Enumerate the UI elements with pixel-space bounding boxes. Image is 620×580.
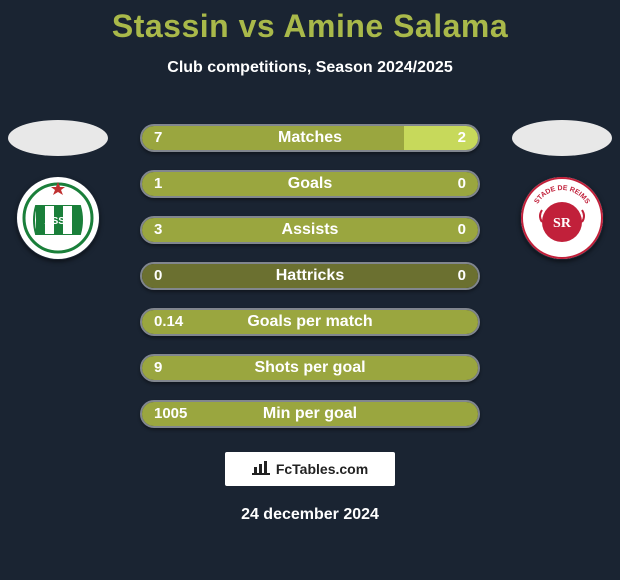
stat-bar: 72Matches — [140, 124, 480, 152]
player-left-column: ASSE — [8, 120, 108, 260]
stat-row: 10Goals — [140, 170, 480, 198]
stat-bar: 0.14Goals per match — [140, 308, 480, 336]
attribution-text: FcTables.com — [276, 461, 368, 477]
stat-label: Matches — [142, 126, 478, 150]
stat-row: 9Shots per goal — [140, 354, 480, 382]
svg-text:ASSE: ASSE — [44, 216, 72, 227]
stat-bar: 10Goals — [140, 170, 480, 198]
stat-row: 0.14Goals per match — [140, 308, 480, 336]
attribution-badge: FcTables.com — [225, 452, 395, 486]
date-label: 24 december 2024 — [0, 506, 620, 524]
stat-bar: 30Assists — [140, 216, 480, 244]
player-right-column: STADE DE REIMS SR — [512, 120, 612, 260]
stat-bar: 9Shots per goal — [140, 354, 480, 382]
stat-row: 30Assists — [140, 216, 480, 244]
stat-label: Assists — [142, 218, 478, 242]
stat-row: 72Matches — [140, 124, 480, 152]
player-left-silhouette — [8, 120, 108, 156]
stat-label: Min per goal — [142, 402, 478, 426]
stat-label: Goals per match — [142, 310, 478, 334]
stat-bar: 00Hattricks — [140, 262, 480, 290]
stat-row: 1005Min per goal — [140, 400, 480, 428]
player-left-crest: ASSE — [16, 176, 100, 260]
player-right-silhouette — [512, 120, 612, 156]
player-right-crest: STADE DE REIMS SR — [520, 176, 604, 260]
stat-row: 00Hattricks — [140, 262, 480, 290]
stat-label: Hattricks — [142, 264, 478, 288]
stat-label: Shots per goal — [142, 356, 478, 380]
stat-bar: 1005Min per goal — [140, 400, 480, 428]
chart-icon — [252, 461, 270, 478]
svg-text:SR: SR — [553, 216, 572, 231]
page-title: Stassin vs Amine Salama — [0, 0, 620, 45]
stat-label: Goals — [142, 172, 478, 196]
subtitle: Club competitions, Season 2024/2025 — [0, 59, 620, 77]
